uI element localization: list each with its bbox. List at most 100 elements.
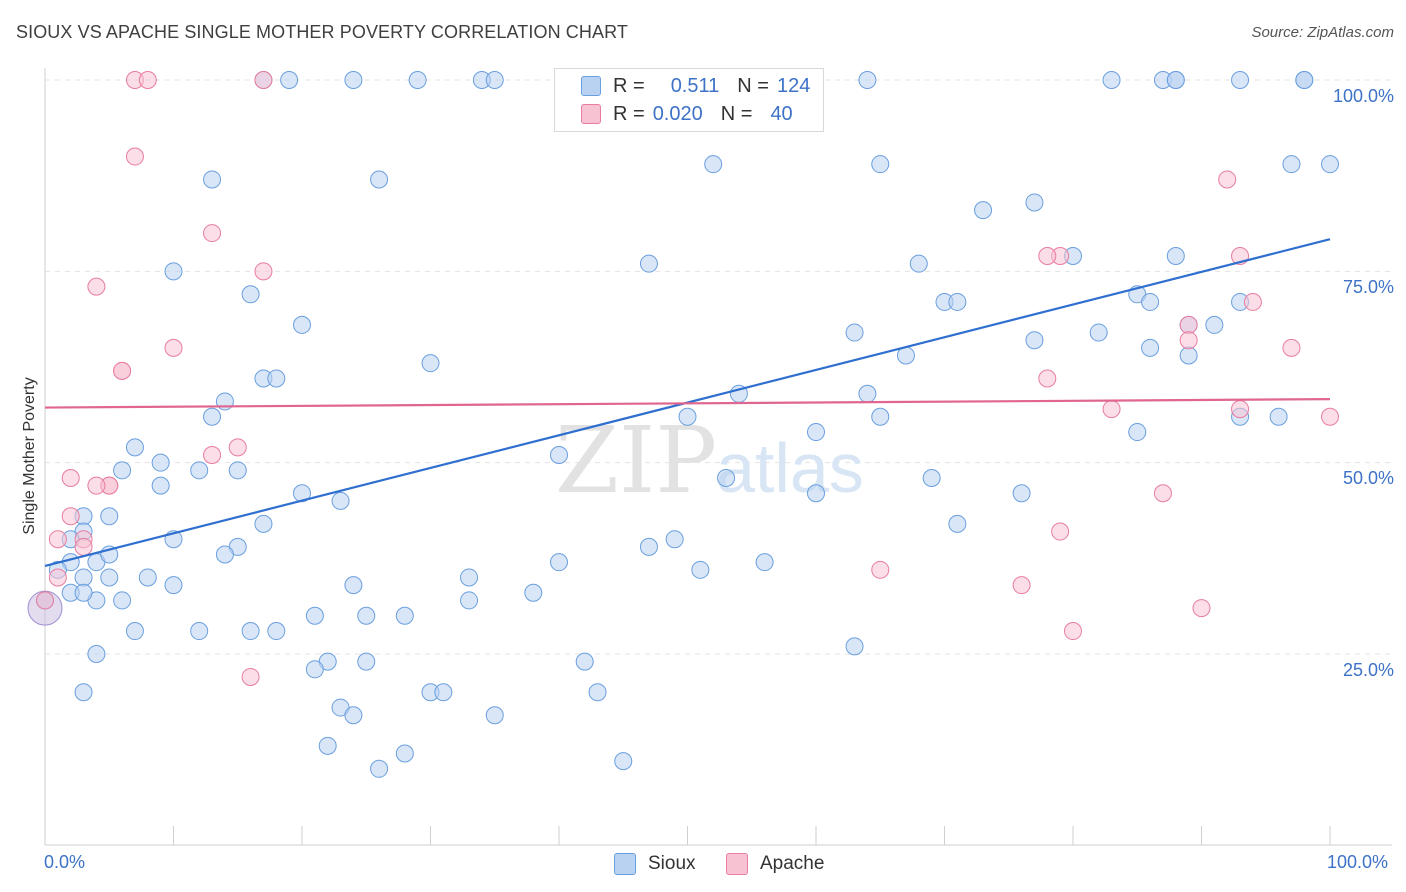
sioux-swatch (581, 76, 601, 96)
sioux-point (588, 683, 607, 702)
sioux-point (717, 468, 736, 487)
sioux-point (807, 423, 825, 442)
apache-point (87, 277, 106, 296)
sioux-point (344, 706, 363, 725)
legend-row-sioux: R = 0.511 N = 124 (581, 73, 810, 99)
sioux-point (755, 553, 774, 572)
sioux-point (357, 652, 376, 671)
sioux-point (87, 645, 106, 663)
n-value: 40 (770, 102, 793, 125)
sioux-point (1205, 315, 1224, 334)
apache-point (61, 468, 80, 487)
chart-source: Source: ZipAtlas.com (1251, 24, 1394, 41)
sioux-point (113, 591, 132, 610)
apache-point (1218, 170, 1237, 189)
sioux-point (280, 71, 299, 89)
sioux-point (704, 155, 723, 174)
apache-point (48, 568, 67, 587)
sioux-point (395, 744, 414, 763)
sioux-point (678, 407, 697, 426)
sioux-point (1166, 71, 1185, 89)
sioux-point (845, 637, 864, 656)
sioux-point (1089, 323, 1108, 342)
sioux-point (871, 155, 890, 174)
apache-point (1038, 247, 1057, 266)
r-value: 0.511 (670, 74, 720, 97)
sioux-point (151, 476, 170, 495)
sioux-point (228, 461, 247, 480)
sioux-point (344, 576, 363, 595)
sioux-point (1269, 407, 1288, 426)
sioux-point (974, 201, 993, 220)
apache-point (1179, 315, 1198, 334)
x-tick-label-min: 0.0% (44, 852, 86, 872)
sioux-point (215, 545, 234, 564)
sioux-point (639, 537, 658, 556)
y-tick-label: 100.0% (1332, 86, 1394, 106)
r-label: R = (613, 74, 645, 97)
sioux-point (267, 622, 286, 641)
sioux-point (125, 438, 144, 457)
apache-legend-label: Apache (760, 853, 825, 874)
sioux-point (460, 591, 479, 610)
series-legend-sioux: Sioux (614, 850, 696, 878)
sioux-point (1295, 71, 1314, 89)
apache-point (1179, 331, 1198, 350)
apache-point (228, 438, 247, 457)
apache-points (36, 71, 1339, 686)
apache-point (1153, 484, 1172, 503)
sioux-point (922, 468, 941, 487)
sioux-point (241, 622, 260, 641)
apache-point (1012, 576, 1031, 595)
sioux-point (1128, 423, 1147, 442)
y-axis-label: Single Mother Poverty (21, 377, 38, 535)
sioux-point (318, 736, 337, 755)
sioux-point (100, 568, 119, 587)
apache-point (113, 361, 132, 380)
sioux-point (421, 354, 440, 373)
apache-point (1321, 407, 1339, 426)
sioux-point (370, 170, 389, 189)
r-value: 0.020 (652, 102, 703, 125)
sioux-point (74, 683, 93, 702)
apache-point (254, 262, 273, 281)
sioux-point (254, 514, 273, 533)
sioux-point (1166, 247, 1185, 266)
sioux-point (807, 484, 825, 503)
r-label: R = (613, 102, 645, 125)
apache-trendline (44, 398, 1331, 409)
n-label: N = (720, 102, 753, 125)
sioux-point (1141, 338, 1160, 357)
n-label: N = (737, 74, 769, 97)
sioux-point (113, 461, 132, 480)
sioux-point (524, 583, 543, 602)
sioux-point (305, 606, 324, 625)
sioux-point (357, 606, 376, 625)
sioux-point (164, 262, 183, 281)
apache-point (48, 530, 67, 549)
sioux-point (550, 446, 568, 465)
y-tick-label: 75.0% (1342, 277, 1394, 297)
sioux-point (614, 752, 633, 771)
sioux-point (550, 553, 568, 572)
trendlines (44, 238, 1331, 568)
sioux-point (948, 514, 967, 533)
apache-point (36, 591, 54, 610)
apache-point (1064, 622, 1082, 641)
sioux-point (125, 622, 144, 641)
apache-point (241, 667, 260, 686)
apache-swatch (726, 853, 748, 875)
series-legend-apache: Apache (726, 850, 824, 878)
apache-point (138, 71, 157, 89)
sioux-legend-label: Sioux (648, 853, 696, 874)
axes (44, 68, 1392, 846)
apache-point (164, 338, 183, 357)
sioux-point (344, 71, 363, 89)
sioux-points (27, 71, 1339, 778)
sioux-swatch (614, 853, 636, 875)
apache-point (1192, 599, 1211, 618)
sioux-point (408, 71, 427, 89)
x-tick-label-max: 100.0% (1327, 852, 1389, 872)
legend-row-apache: R = 0.020 N = 40 (581, 101, 793, 127)
